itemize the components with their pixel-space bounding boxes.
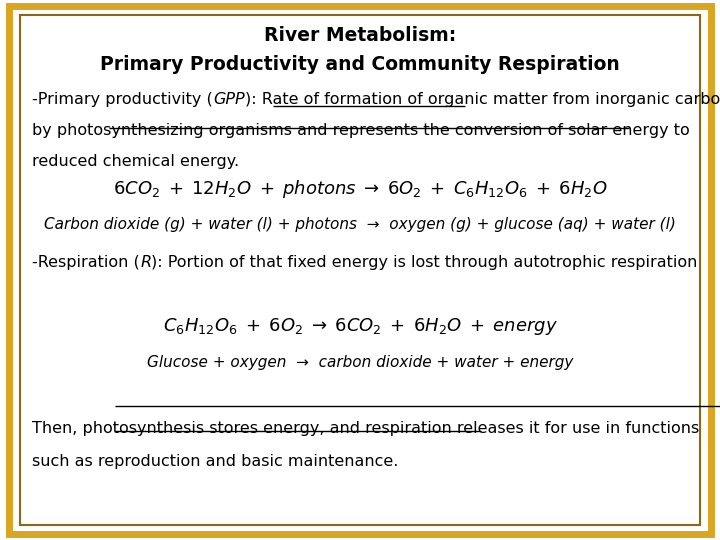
Text: $C_6H_{12}O_6 \;+\; 6O_2 \;\rightarrow\; 6CO_2 \;+\; 6H_2O \;+\; energy$: $C_6H_{12}O_6 \;+\; 6O_2 \;\rightarrow\;… [163, 316, 557, 337]
Text: R: R [140, 255, 151, 270]
Text: Carbon dioxide (g) + water (l) + photons  →  oxygen (g) + glucose (aq) + water (: Carbon dioxide (g) + water (l) + photons… [44, 217, 676, 232]
Text: such as reproduction and basic maintenance.: such as reproduction and basic maintenan… [32, 454, 399, 469]
Text: ): Portion of that fixed energy is lost through autotrophic respiration: ): Portion of that fixed energy is lost … [151, 255, 698, 270]
Text: Primary Productivity and Community Respiration: Primary Productivity and Community Respi… [100, 55, 620, 74]
Text: Then, photosynthesis stores energy, and respiration releases it for use in funct: Then, photosynthesis stores energy, and … [32, 421, 700, 436]
Text: -Primary productivity (: -Primary productivity ( [32, 92, 213, 107]
Text: River Metabolism:: River Metabolism: [264, 26, 456, 45]
Text: by photosynthesizing organisms and represents the conversion of solar energy to: by photosynthesizing organisms and repre… [32, 123, 690, 138]
Text: reduced chemical energy.: reduced chemical energy. [32, 154, 240, 170]
Text: $6CO_2 \;+\; 12H_2O \;+\; photons \;\rightarrow\; 6O_2 \;+\; C_6H_{12}O_6 \;+\; : $6CO_2 \;+\; 12H_2O \;+\; photons \;\rig… [112, 178, 608, 200]
Text: -Respiration (: -Respiration ( [32, 255, 140, 270]
Text: GPP: GPP [213, 92, 245, 107]
Text: ): Rate of formation of organic matter from inorganic carbon: ): Rate of formation of organic matter f… [245, 92, 720, 107]
Text: Glucose + oxygen  →  carbon dioxide + water + energy: Glucose + oxygen → carbon dioxide + wate… [147, 355, 573, 370]
FancyBboxPatch shape [9, 6, 711, 534]
